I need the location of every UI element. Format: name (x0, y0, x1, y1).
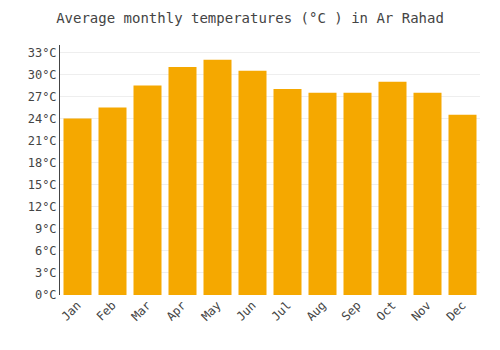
svg-text:Nov: Nov (409, 298, 434, 323)
svg-text:Jan: Jan (59, 298, 84, 323)
svg-text:Jul: Jul (269, 298, 294, 323)
svg-text:Dec: Dec (444, 298, 469, 323)
svg-text:12°C: 12°C (28, 200, 57, 214)
svg-text:21°C: 21°C (28, 134, 57, 148)
svg-text:30°C: 30°C (28, 68, 57, 82)
svg-text:27°C: 27°C (28, 90, 57, 104)
svg-text:Jun: Jun (234, 298, 259, 323)
svg-text:May: May (199, 298, 224, 323)
svg-text:33°C: 33°C (28, 46, 57, 60)
svg-text:6°C: 6°C (35, 244, 57, 258)
svg-text:Aug: Aug (304, 298, 329, 323)
svg-text:Mar: Mar (129, 298, 154, 323)
svg-text:24°C: 24°C (28, 112, 57, 126)
svg-text:3°C: 3°C (35, 266, 57, 280)
svg-text:Average monthly temperatures (: Average monthly temperatures (°C ) in Ar… (56, 10, 444, 26)
svg-text:Sep: Sep (339, 298, 364, 323)
svg-text:Oct: Oct (374, 298, 399, 323)
svg-text:Feb: Feb (94, 298, 119, 323)
svg-text:18°C: 18°C (28, 156, 57, 170)
svg-text:0°C: 0°C (35, 288, 57, 302)
svg-text:9°C: 9°C (35, 222, 57, 236)
svg-text:Apr: Apr (164, 298, 189, 323)
svg-text:15°C: 15°C (28, 178, 57, 192)
